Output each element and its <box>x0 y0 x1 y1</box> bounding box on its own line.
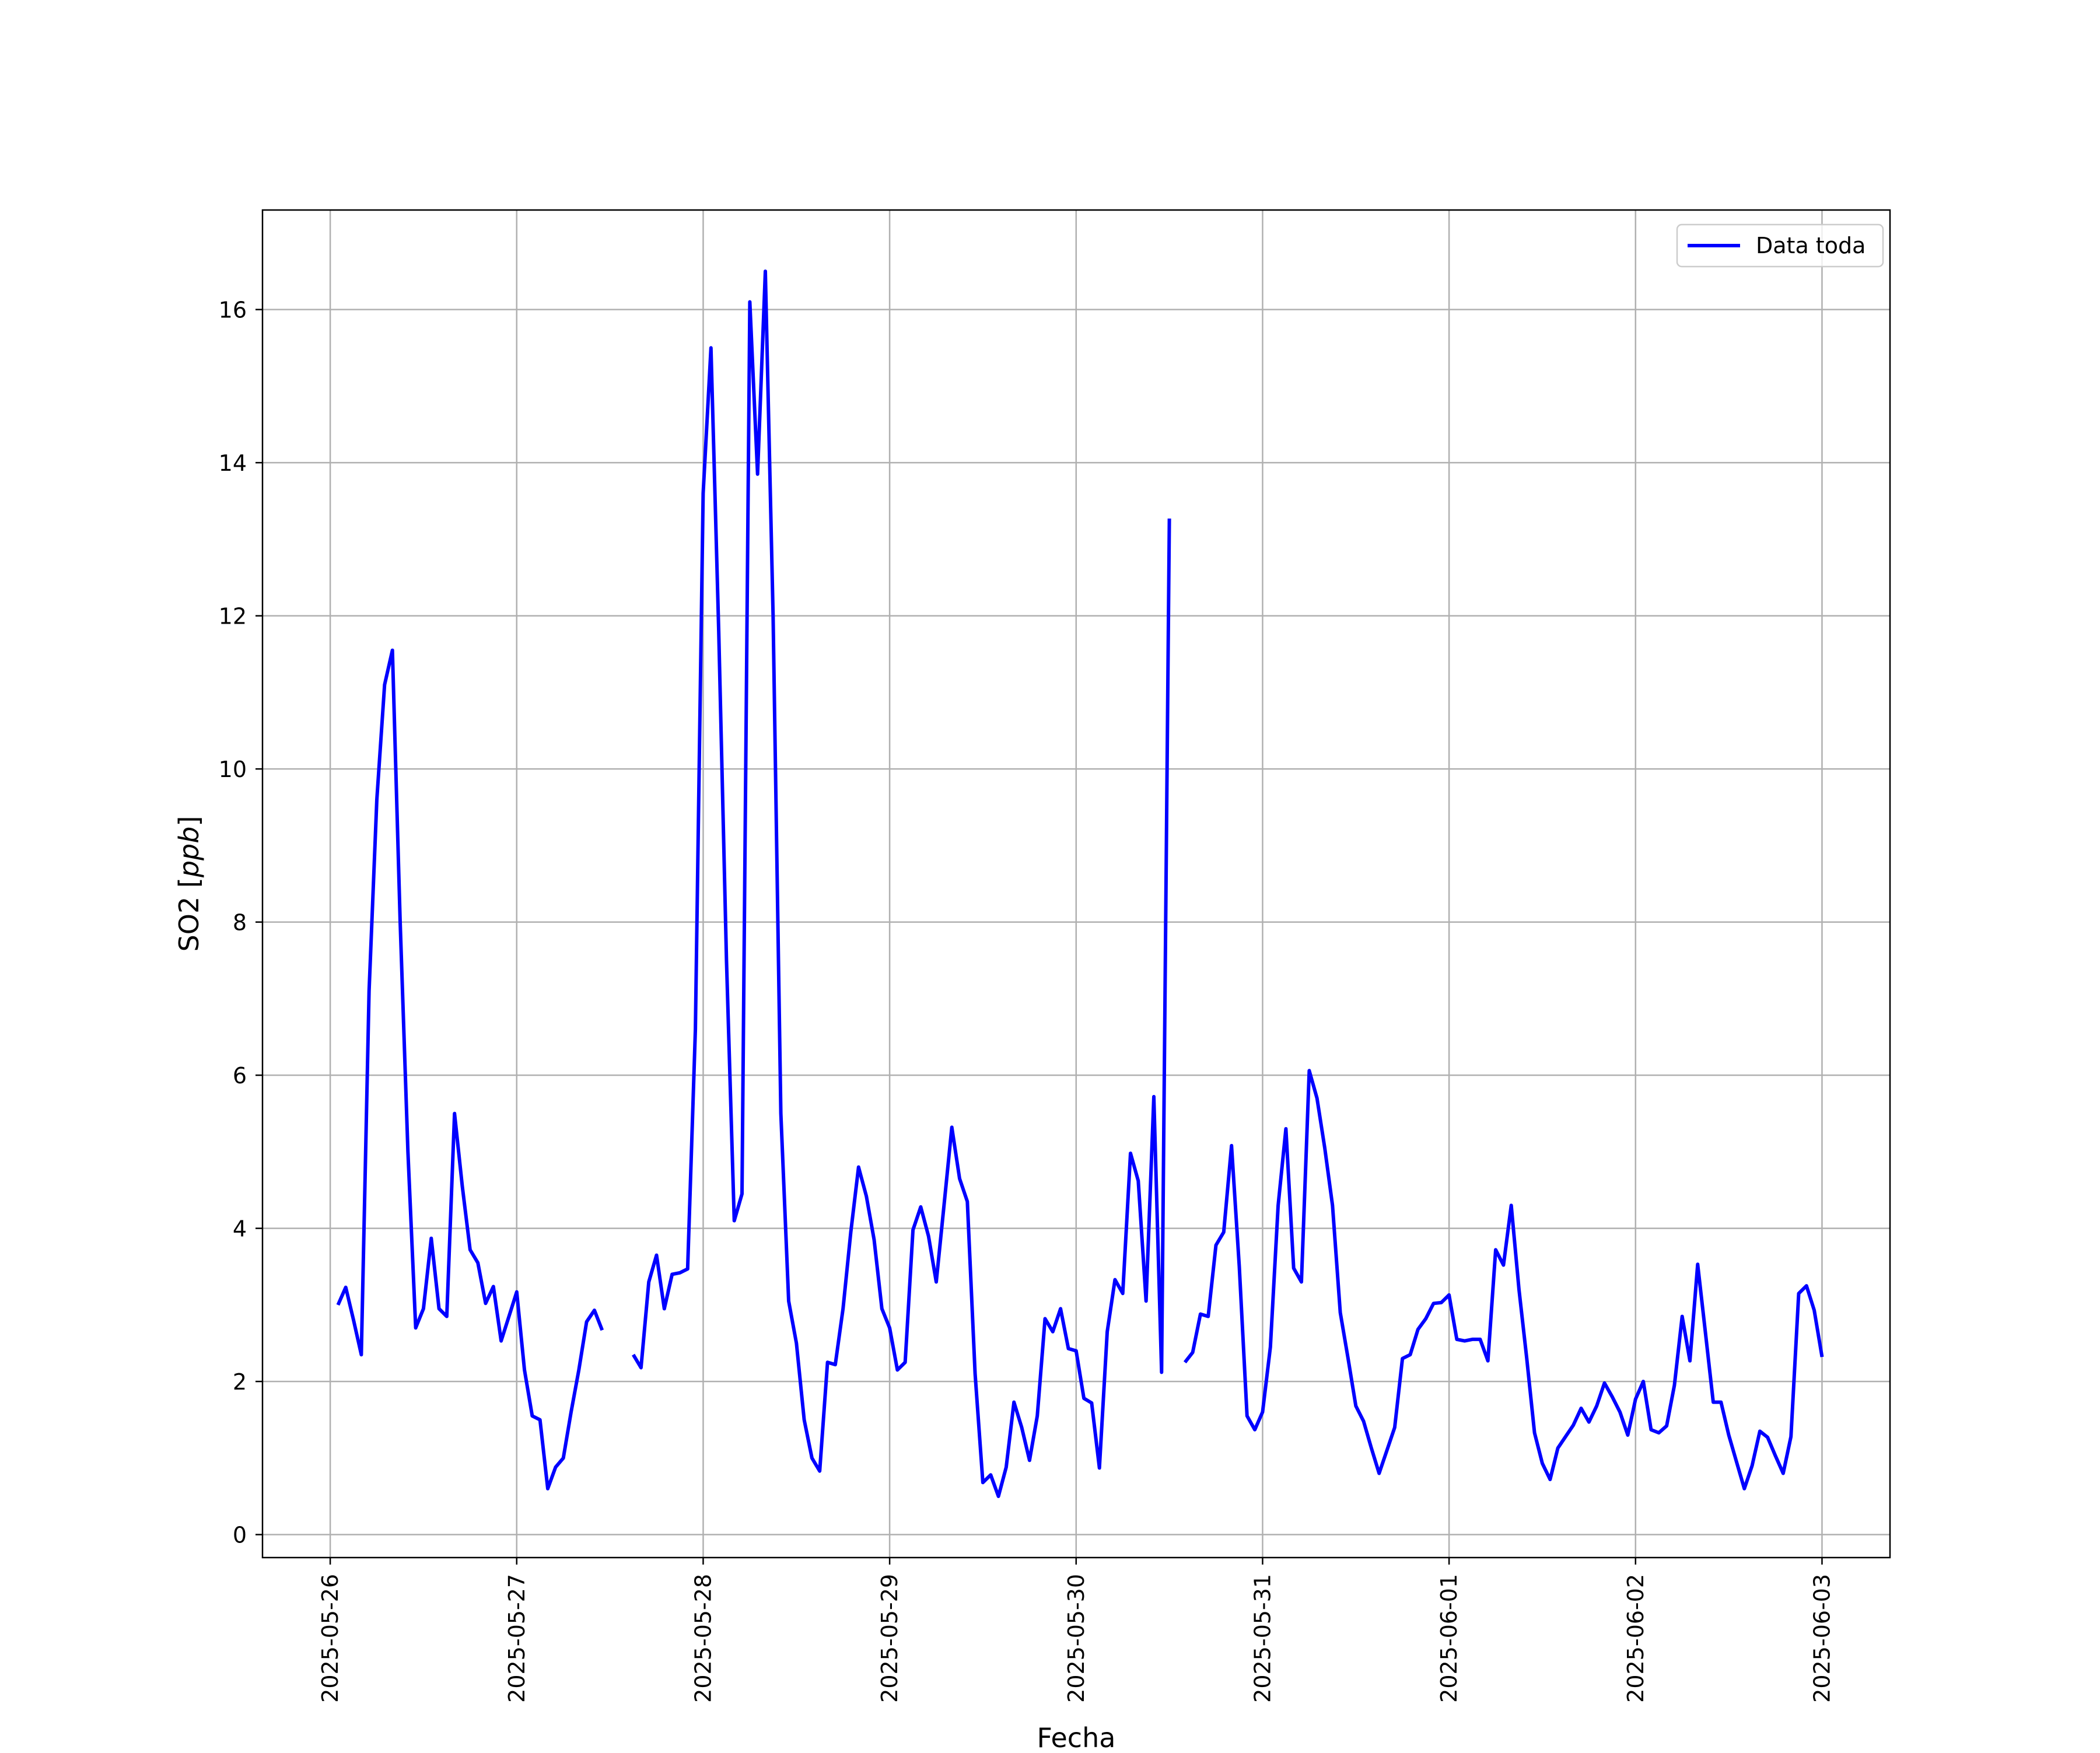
y-tick-label: 10 <box>219 757 247 782</box>
x-tick-label: 2025-05-26 <box>317 1574 343 1703</box>
y-tick-label: 0 <box>233 1523 247 1548</box>
legend-label: Data toda <box>1756 233 1866 258</box>
series-line-segment <box>632 270 1171 1498</box>
y-axis-title: SO2 [ppb] <box>173 816 205 952</box>
x-tick-label: 2025-05-29 <box>877 1574 902 1703</box>
y-axis-title-prefix: SO2 [ <box>173 877 205 951</box>
x-tick-label: 2025-05-30 <box>1063 1574 1089 1703</box>
y-tick-label: 12 <box>219 604 247 629</box>
grid <box>262 210 1890 1558</box>
series-line-segment <box>336 648 604 1490</box>
x-axis-title: Fecha <box>1037 1722 1116 1750</box>
y-tick-label: 6 <box>233 1063 247 1089</box>
x-tick-label: 2025-05-31 <box>1250 1574 1275 1703</box>
series-line-segment <box>1183 1069 1824 1490</box>
legend-box <box>1676 223 1884 268</box>
y-tick-label: 4 <box>233 1216 247 1242</box>
x-tick-label: 2025-05-28 <box>690 1574 716 1703</box>
x-tick-label: 2025-05-27 <box>504 1574 530 1703</box>
y-tick-label: 2 <box>233 1369 247 1395</box>
y-axis-title-suffix: ] <box>173 816 205 827</box>
y-tick-label: 16 <box>219 298 247 323</box>
y-axis: 0 2 4 6 8 10 12 14 16 <box>219 298 262 1548</box>
x-axis: 2025-05-26 2025-05-27 2025-05-28 2025-05-29… <box>317 1558 1835 1703</box>
series-layer <box>336 270 1824 1498</box>
x-tick-label: 2025-06-01 <box>1436 1574 1462 1703</box>
legend: Data toda <box>1676 223 1884 268</box>
y-tick-label: 14 <box>219 450 247 476</box>
y-tick-label: 8 <box>233 910 247 936</box>
x-tick-label: 2025-06-03 <box>1809 1574 1835 1703</box>
y-axis-title-unit: ppb <box>173 827 205 879</box>
x-tick-label: 2025-06-02 <box>1623 1574 1648 1703</box>
